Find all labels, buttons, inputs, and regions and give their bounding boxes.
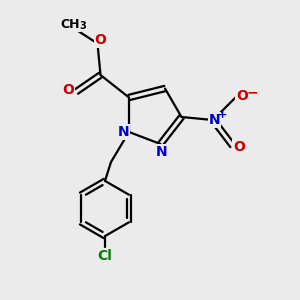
Text: Cl: Cl bbox=[98, 249, 112, 262]
Text: N: N bbox=[156, 145, 168, 158]
Text: O: O bbox=[94, 34, 106, 47]
Text: +: + bbox=[218, 110, 227, 120]
Text: CH: CH bbox=[61, 18, 80, 31]
Text: O: O bbox=[236, 89, 248, 103]
Text: O: O bbox=[62, 83, 74, 97]
Text: −: − bbox=[247, 85, 258, 99]
Text: N: N bbox=[118, 125, 129, 139]
Text: O: O bbox=[233, 140, 245, 154]
Text: 3: 3 bbox=[79, 21, 86, 32]
Text: N: N bbox=[209, 113, 220, 127]
